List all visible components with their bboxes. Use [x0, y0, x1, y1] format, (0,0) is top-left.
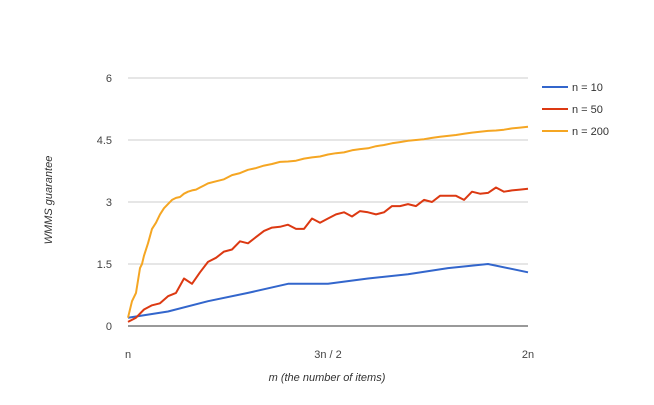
series-line-1: [127, 263, 529, 319]
series-line-2: [127, 186, 529, 323]
x-axis-title: m (the number of items): [269, 372, 386, 384]
y-tick-label: 4.5: [97, 135, 112, 147]
y-tick-label: 1.5: [97, 259, 112, 271]
y-axis-ticks: 0 1.5 3 4.5 6: [97, 73, 112, 333]
y-tick-label: 6: [106, 73, 112, 85]
series-line-3: [127, 125, 529, 318]
x-tick-label: 2n: [522, 349, 534, 361]
gridlines: [128, 77, 528, 327]
x-tick-label: n: [125, 349, 131, 361]
y-tick-label: 0: [106, 321, 112, 333]
legend-label: n = 50: [572, 104, 603, 116]
y-axis-title: WMMS guarantee: [43, 156, 55, 245]
x-axis-ticks: n 3n / 2 2n: [125, 349, 534, 361]
y-tick-label: 3: [106, 197, 112, 209]
x-tick-label: 3n / 2: [314, 349, 342, 361]
series-lines: [127, 125, 529, 323]
legend: n = 10 n = 50 n = 200: [542, 82, 609, 138]
legend-label: n = 10: [572, 82, 603, 94]
legend-label: n = 200: [572, 126, 609, 138]
